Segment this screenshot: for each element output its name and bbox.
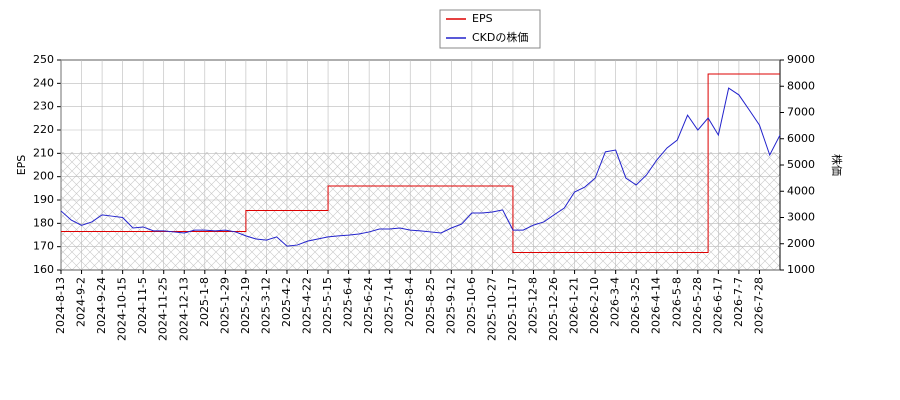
x-tick-label: 2025-4-22 xyxy=(301,277,314,334)
x-tick-label: 2026-2-10 xyxy=(588,277,601,334)
y-tick-label: 190 xyxy=(33,193,54,206)
x-tick-label: 2025-3-12 xyxy=(259,277,272,334)
x-tick-label: 2026-3-4 xyxy=(609,277,622,327)
x-tick-label: 2025-10-27 xyxy=(485,277,498,341)
x-tick-label: 2025-6-24 xyxy=(362,277,375,334)
hatch-band xyxy=(61,152,780,270)
x-tick-label: 2025-1-8 xyxy=(198,277,211,327)
x-tick-label: 2025-2-19 xyxy=(239,277,252,334)
series-line xyxy=(61,73,780,253)
y2-tick-label: 9000 xyxy=(787,53,815,66)
x-tick-label: 2025-6-4 xyxy=(342,277,355,327)
y-tick-label: 180 xyxy=(33,216,54,229)
y2-tick-label: 6000 xyxy=(787,132,815,145)
x-tick-label: 2025-11-17 xyxy=(506,277,519,341)
y-axis-label: EPS xyxy=(15,155,28,176)
y2-tick-label: 4000 xyxy=(787,184,815,197)
x-tick-label: 2025-5-15 xyxy=(321,277,334,334)
x-tick-label: 2024-11-25 xyxy=(157,277,170,341)
x-tick-label: 2026-1-21 xyxy=(568,277,581,334)
x-tick-label: 2026-4-14 xyxy=(650,277,663,334)
y2-tick-label: 1000 xyxy=(787,263,815,276)
y-tick-label: 220 xyxy=(33,123,54,136)
x-tick-label: 2026-7-7 xyxy=(732,277,745,327)
x-tick-label: 2026-6-17 xyxy=(711,277,724,334)
x-tick-label: 2025-7-14 xyxy=(383,277,396,334)
x-tick-label: 2024-12-13 xyxy=(177,277,190,341)
y2-tick-label: 5000 xyxy=(787,158,815,171)
y-tick-label: 200 xyxy=(33,170,54,183)
x-tick-label: 2024-8-13 xyxy=(54,277,67,334)
x-tick-label: 2025-9-12 xyxy=(444,277,457,334)
x-tick-label: 2025-4-2 xyxy=(280,277,293,327)
y-tick-label: 240 xyxy=(33,76,54,89)
x-tick-label: 2025-8-4 xyxy=(403,277,416,327)
y-tick-label: 210 xyxy=(33,146,54,159)
x-tick-label: 2026-5-8 xyxy=(670,277,683,327)
y-tick-label: 250 xyxy=(33,53,54,66)
y2-tick-label: 8000 xyxy=(787,79,815,92)
legend xyxy=(439,9,541,49)
y2-axis-label: 株価 xyxy=(830,154,844,176)
y2-tick-label: 3000 xyxy=(787,211,815,224)
x-tick-label: 2024-9-24 xyxy=(95,277,108,334)
x-tick-label: 2026-7-28 xyxy=(752,277,765,334)
x-tick-label: 2025-8-25 xyxy=(424,277,437,334)
y2-tick-label: 2000 xyxy=(787,237,815,250)
series-line xyxy=(60,87,781,247)
x-tick-label: 2025-10-6 xyxy=(465,277,478,334)
x-tick-label: 2025-12-26 xyxy=(547,277,560,341)
y-tick-label: 170 xyxy=(33,240,54,253)
y2-tick-label: 7000 xyxy=(787,106,815,119)
x-tick-label: 2026-5-28 xyxy=(691,277,704,334)
y-tick-label: 230 xyxy=(33,100,54,113)
x-tick-label: 2025-12-8 xyxy=(526,277,539,334)
x-tick-label: 2024-11-5 xyxy=(136,277,149,334)
x-tick-label: 2024-10-15 xyxy=(116,277,129,341)
legend-label: CKDの株価 xyxy=(472,30,528,44)
x-tick-label: 2025-1-29 xyxy=(218,277,231,334)
x-tick-label: 2024-9-2 xyxy=(75,277,88,327)
y-tick-label: 160 xyxy=(33,263,54,276)
legend-label: EPS xyxy=(472,12,493,25)
x-tick-label: 2026-3-25 xyxy=(629,277,642,334)
